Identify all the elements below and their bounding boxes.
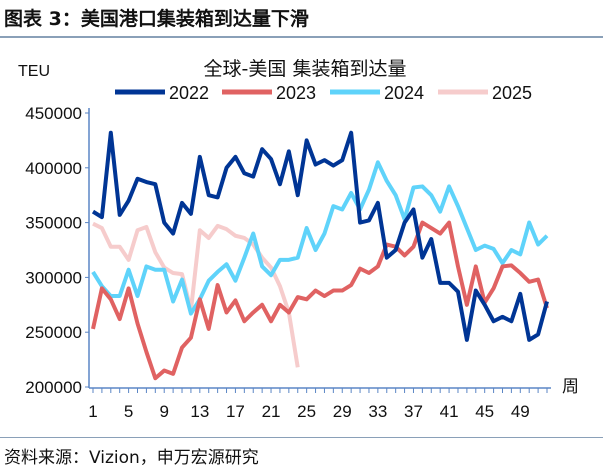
x-tick-label: 5 xyxy=(124,402,133,421)
x-tick-label: 29 xyxy=(333,402,352,421)
x-tick-label: 37 xyxy=(404,402,423,421)
chart-title: 全球-美国 集装箱到达量 xyxy=(204,58,407,80)
y-tick-label: 200000 xyxy=(25,378,82,397)
x-tick-label: 21 xyxy=(262,402,281,421)
legend-label-2024: 2024 xyxy=(384,83,424,103)
x-tick-label: 1 xyxy=(88,402,97,421)
title-divider xyxy=(0,36,603,38)
y-tick-label: 300000 xyxy=(25,268,82,287)
legend-label-2025: 2025 xyxy=(492,83,532,103)
x-tick-label: 17 xyxy=(226,402,245,421)
y-tick-label: 400000 xyxy=(25,159,82,178)
x-tick-label: 33 xyxy=(368,402,387,421)
x-axis-label: 周 xyxy=(562,377,579,397)
y-tick-label: 250000 xyxy=(25,323,82,342)
source-note: 资料来源：Vizion，申万宏源研究 xyxy=(4,448,259,468)
figure-title: 图表 3：美国港口集装箱到达量下滑 xyxy=(4,8,309,30)
series-line-2025 xyxy=(92,221,300,368)
series-line-2023 xyxy=(91,220,549,381)
y-tick-label: 450000 xyxy=(25,104,82,123)
x-tick-label: 41 xyxy=(440,402,459,421)
series-line-2024 xyxy=(91,160,549,316)
y-tick-label: 350000 xyxy=(25,214,82,233)
x-tick-label: 9 xyxy=(159,402,168,421)
x-tick-label: 45 xyxy=(475,402,494,421)
series-line-2022 xyxy=(91,130,549,342)
source-divider xyxy=(0,437,603,438)
legend-label-2023: 2023 xyxy=(276,83,316,103)
x-tick-label: 13 xyxy=(190,402,209,421)
x-tick-label: 25 xyxy=(297,402,316,421)
chart: 全球-美国 集装箱到达量 TEU 周 2022 2023 2024 2025 200000 25… xyxy=(18,58,579,421)
y-axis-label: TEU xyxy=(18,63,50,80)
legend-label-2022: 2022 xyxy=(169,83,209,103)
x-tick-label: 49 xyxy=(511,402,530,421)
